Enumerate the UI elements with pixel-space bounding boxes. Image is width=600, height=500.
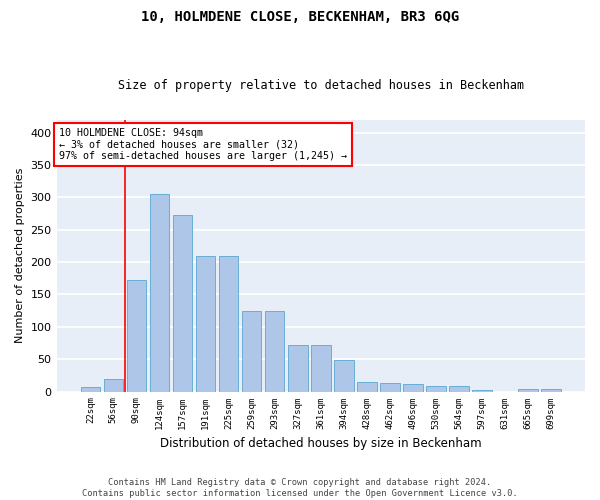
Bar	[334, 360, 353, 392]
Bar	[149, 194, 169, 392]
Bar	[104, 378, 123, 392]
Bar	[541, 389, 561, 392]
Text: 10, HOLMDENE CLOSE, BECKENHAM, BR3 6QG: 10, HOLMDENE CLOSE, BECKENHAM, BR3 6QG	[141, 10, 459, 24]
Bar	[242, 312, 262, 392]
Y-axis label: Number of detached properties: Number of detached properties	[15, 168, 25, 343]
Text: 10 HOLMDENE CLOSE: 94sqm
← 3% of detached houses are smaller (32)
97% of semi-de: 10 HOLMDENE CLOSE: 94sqm ← 3% of detache…	[59, 128, 347, 161]
Title: Size of property relative to detached houses in Beckenham: Size of property relative to detached ho…	[118, 79, 524, 92]
Bar	[219, 256, 238, 392]
Bar	[173, 216, 193, 392]
Bar	[426, 386, 446, 392]
Bar	[311, 345, 331, 392]
Bar	[518, 389, 538, 392]
Bar	[357, 382, 377, 392]
Text: Contains HM Land Registry data © Crown copyright and database right 2024.
Contai: Contains HM Land Registry data © Crown c…	[82, 478, 518, 498]
Bar	[265, 312, 284, 392]
Bar	[449, 386, 469, 392]
Bar	[80, 387, 100, 392]
Bar	[127, 280, 146, 392]
Bar	[288, 345, 308, 392]
Bar	[472, 390, 492, 392]
Bar	[380, 383, 400, 392]
X-axis label: Distribution of detached houses by size in Beckenham: Distribution of detached houses by size …	[160, 437, 482, 450]
Bar	[196, 256, 215, 392]
Bar	[403, 384, 423, 392]
